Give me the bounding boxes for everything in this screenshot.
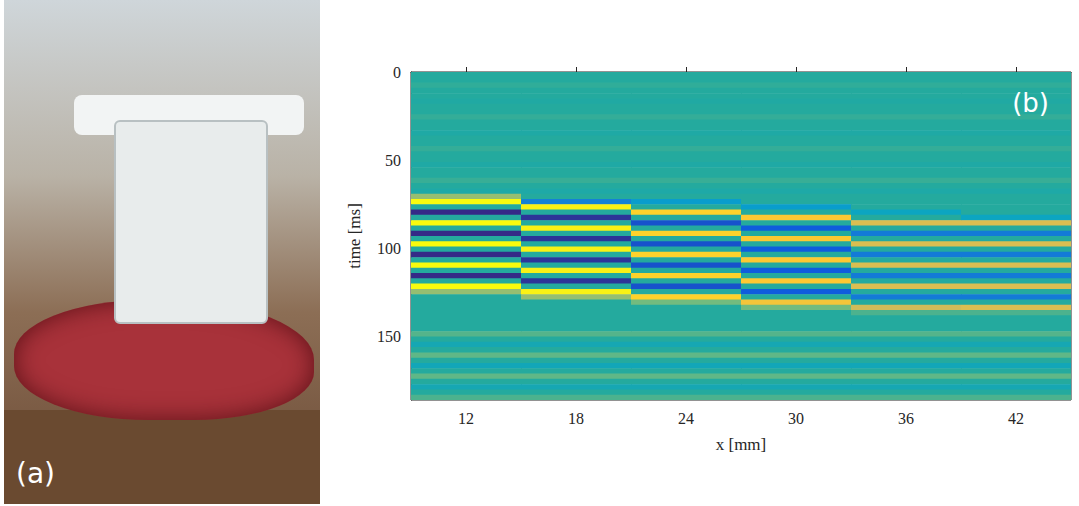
svg-text:x [mm]: x [mm]	[716, 435, 767, 454]
svg-text:50: 50	[385, 152, 401, 169]
svg-text:18: 18	[568, 410, 584, 427]
svg-text:100: 100	[377, 240, 401, 257]
svg-text:0: 0	[393, 64, 401, 81]
svg-text:30: 30	[788, 410, 804, 427]
svg-text:24: 24	[678, 410, 694, 427]
svg-text:36: 36	[898, 410, 914, 427]
svg-text:(b): (b)	[1012, 88, 1049, 118]
svg-text:150: 150	[377, 328, 401, 345]
svg-text:time [ms]: time [ms]	[345, 203, 364, 269]
svg-text:12: 12	[458, 410, 474, 427]
svg-text:42: 42	[1008, 410, 1024, 427]
html-text:(a): (a)	[16, 457, 55, 490]
